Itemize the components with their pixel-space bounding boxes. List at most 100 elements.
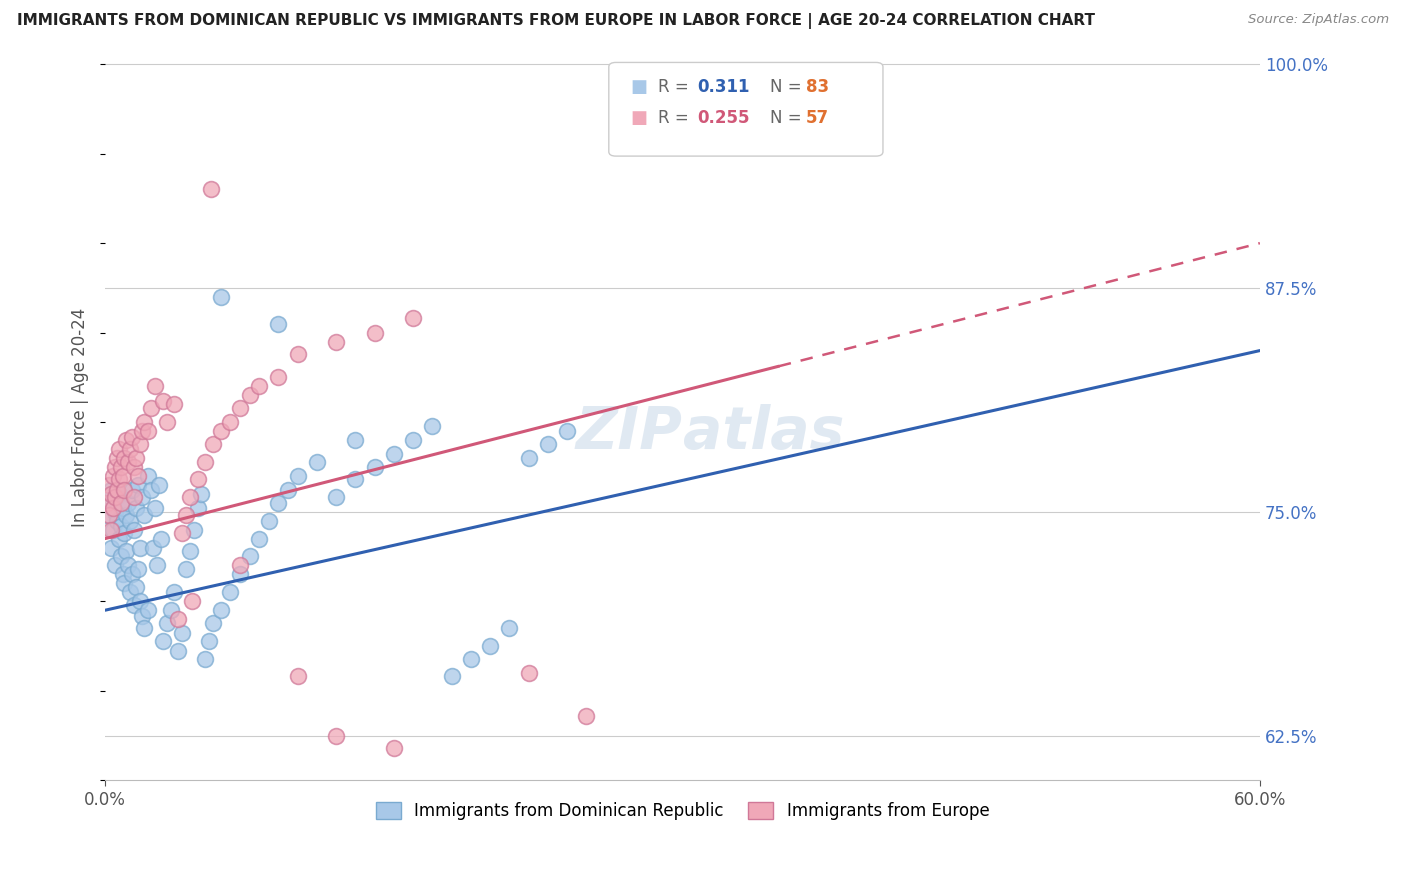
Point (101, 523, 124, 537)
Point (201, 615, 224, 630)
Point (115, 433, 138, 447)
Point (575, 709, 598, 723)
Point (267, 370, 290, 384)
Point (120, 442, 142, 456)
Point (111, 469, 134, 483)
Point (267, 496, 290, 510)
Point (122, 523, 145, 537)
Point (555, 424, 578, 438)
Point (198, 633, 221, 648)
Point (325, 729, 347, 743)
Point (115, 508, 138, 523)
Point (382, 447, 405, 461)
Point (100, 483, 122, 498)
Point (159, 603, 181, 617)
Point (100, 541, 122, 555)
Point (163, 585, 186, 599)
Point (219, 415, 242, 429)
Point (229, 567, 252, 582)
Point (179, 491, 201, 505)
Point (498, 621, 520, 635)
Point (136, 469, 159, 483)
Point (107, 473, 129, 487)
Point (110, 549, 132, 564)
Point (100, 487, 122, 501)
Point (287, 347, 309, 361)
Point (287, 669, 309, 683)
Point (422, 418, 444, 433)
Point (229, 558, 252, 573)
Text: R =: R = (658, 78, 695, 95)
Point (105, 514, 128, 528)
Point (110, 459, 132, 474)
Point (219, 585, 242, 599)
Point (131, 608, 153, 623)
Point (104, 558, 127, 573)
Point (131, 424, 153, 438)
Text: IMMIGRANTS FROM DOMINICAN REPUBLIC VS IMMIGRANTS FROM EUROPE IN LABOR FORCE | AG: IMMIGRANTS FROM DOMINICAN REPUBLIC VS IM… (17, 13, 1095, 29)
Point (517, 665, 540, 680)
Point (132, 508, 155, 523)
Point (107, 442, 129, 456)
Point (402, 311, 425, 326)
Point (209, 290, 232, 304)
Text: ■: ■ (630, 78, 647, 95)
Point (479, 639, 502, 653)
Point (127, 562, 149, 576)
Point (156, 615, 179, 630)
Point (537, 436, 560, 450)
Point (101, 501, 124, 516)
Point (344, 433, 367, 447)
Point (143, 501, 166, 516)
Point (150, 532, 173, 546)
Point (121, 567, 143, 582)
Point (110, 496, 132, 510)
Point (98, 508, 121, 523)
Point (209, 424, 232, 438)
Point (382, 741, 405, 756)
Point (194, 651, 217, 665)
Point (96, 508, 118, 523)
Point (100, 523, 122, 537)
Point (146, 558, 169, 573)
Y-axis label: In Labor Force | Age 20-24: In Labor Force | Age 20-24 (72, 308, 89, 527)
Point (305, 454, 328, 468)
Point (325, 491, 347, 505)
Point (128, 541, 150, 555)
Text: N =: N = (770, 78, 807, 95)
Text: Source: ZipAtlas.com: Source: ZipAtlas.com (1249, 13, 1389, 27)
Point (132, 621, 155, 635)
Point (142, 541, 165, 555)
Point (107, 532, 129, 546)
Point (136, 603, 159, 617)
Point (122, 459, 145, 474)
Point (156, 415, 179, 429)
Point (460, 651, 482, 665)
Point (136, 424, 159, 438)
Point (107, 487, 129, 501)
Point (121, 483, 143, 498)
Point (120, 514, 142, 528)
Point (105, 491, 128, 505)
Point (104, 505, 127, 519)
Point (174, 508, 197, 523)
Point (277, 483, 299, 498)
Point (114, 526, 136, 541)
Point (163, 397, 186, 411)
Point (152, 393, 174, 408)
Point (122, 598, 145, 612)
Text: 57: 57 (806, 109, 828, 127)
Point (325, 334, 347, 349)
Text: ■: ■ (630, 109, 647, 127)
Text: 0.311: 0.311 (697, 78, 749, 95)
Point (96, 496, 118, 510)
Point (98, 478, 121, 492)
Point (257, 514, 280, 528)
Text: atlas: atlas (682, 404, 844, 461)
Point (172, 526, 194, 541)
Point (267, 317, 290, 331)
Point (111, 501, 134, 516)
Point (152, 633, 174, 648)
Point (247, 379, 270, 393)
Point (117, 496, 139, 510)
